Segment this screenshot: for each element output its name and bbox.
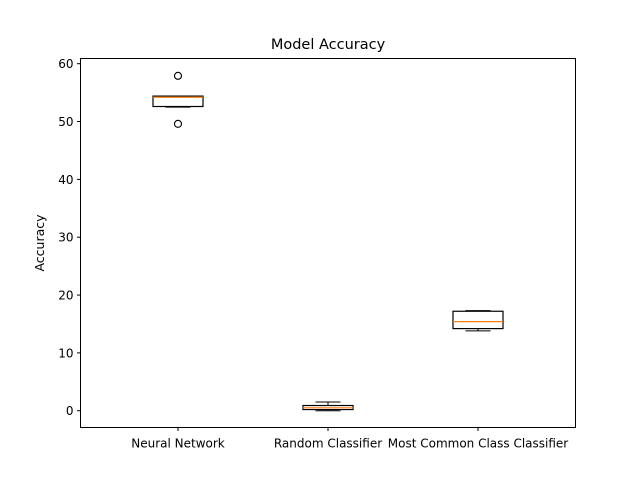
y-tick-label: 60 [58,57,73,71]
box-group [302,401,354,412]
y-tick-label: 50 [58,115,73,129]
y-axis: 0 10 20 30 40 50 60 [58,57,81,418]
chart-title: Model Accuracy [271,37,386,53]
x-tick-label: Random Classifier [274,437,382,451]
y-tick-label: 40 [58,173,73,187]
y-tick-label: 20 [58,289,73,303]
outlier-point [173,71,183,80]
y-tick-label: 30 [58,231,73,245]
x-axis: Neural Network Random Classifier Most Comm… [131,427,569,451]
box-group [152,71,204,128]
y-axis-label: Accuracy [32,214,47,272]
box-series [152,71,504,412]
plot-area-frame [80,58,576,428]
iqr-box [152,95,204,108]
y-tick-label: 10 [58,346,73,360]
outlier-point [173,119,183,128]
y-tick-label: 0 [66,404,74,418]
iqr-box [452,310,504,330]
x-tick-label: Most Common Class Classifier [388,437,569,451]
box-group [452,310,504,332]
x-tick-label: Neural Network [131,437,225,451]
